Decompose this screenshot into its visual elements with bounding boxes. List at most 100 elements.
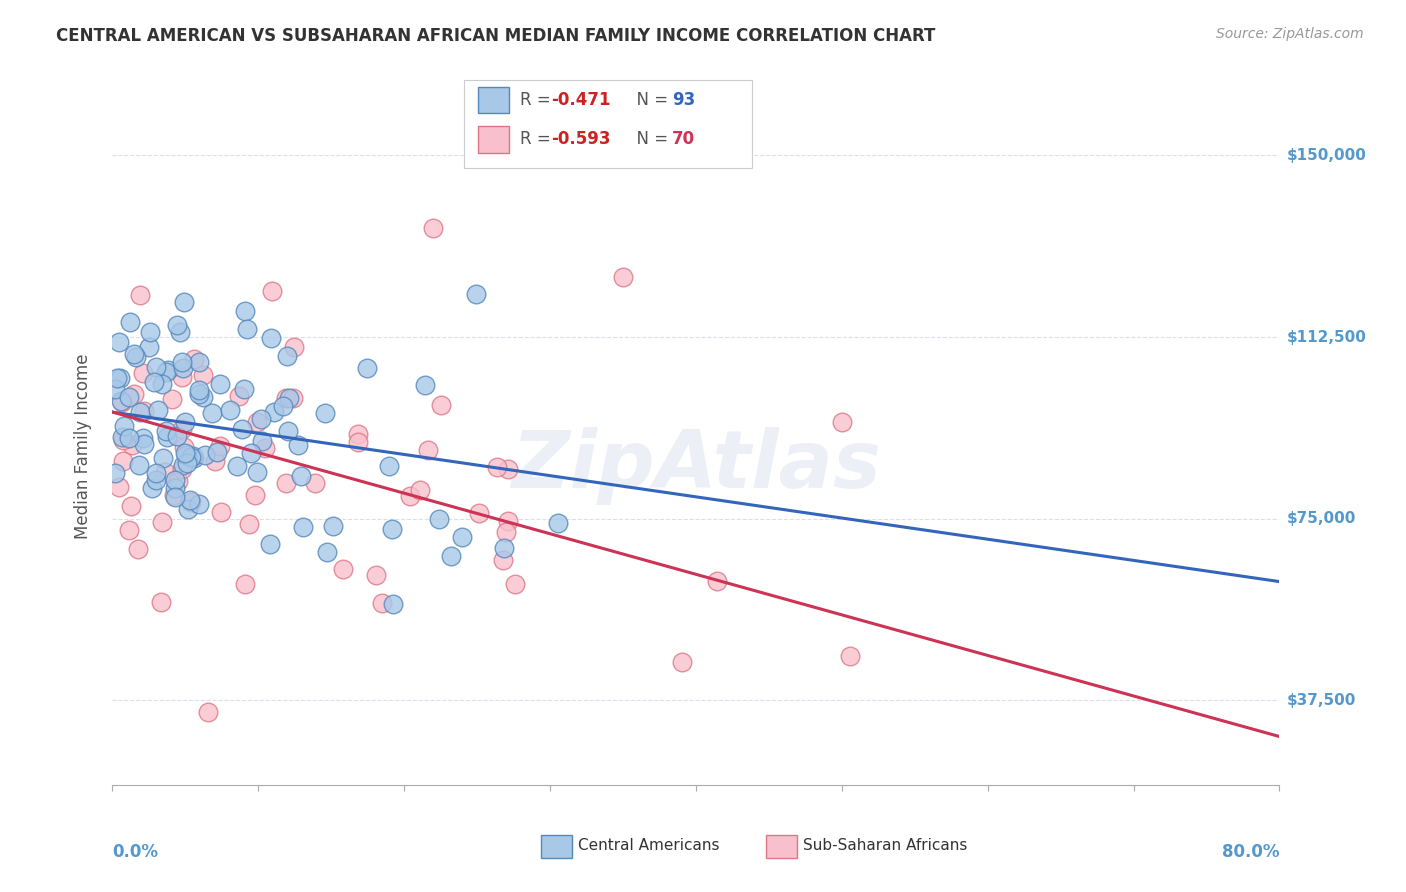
Point xyxy=(291,520,314,534)
Text: $37,500: $37,500 xyxy=(1286,693,1355,707)
Point xyxy=(148,403,170,417)
Point xyxy=(174,416,197,430)
Point xyxy=(547,516,569,531)
Point xyxy=(145,467,167,481)
Point xyxy=(132,366,155,380)
Point xyxy=(378,458,401,473)
Point xyxy=(464,287,486,301)
Point xyxy=(831,415,853,429)
Point xyxy=(263,405,285,419)
Point xyxy=(145,473,167,487)
Point xyxy=(491,552,513,566)
Point xyxy=(172,458,194,472)
Point xyxy=(486,460,509,475)
Point xyxy=(132,437,155,451)
Point xyxy=(118,390,141,404)
Point xyxy=(422,221,444,235)
Point xyxy=(371,596,394,610)
Point xyxy=(149,594,172,608)
Point xyxy=(163,488,186,502)
Point xyxy=(322,518,344,533)
Text: 70: 70 xyxy=(672,130,695,148)
Text: 93: 93 xyxy=(672,91,696,109)
Point xyxy=(183,449,205,463)
Point xyxy=(155,365,177,379)
Point xyxy=(259,537,281,551)
Point xyxy=(332,562,354,576)
Point xyxy=(233,303,256,318)
Point xyxy=(150,516,173,530)
Point xyxy=(173,295,195,310)
Point xyxy=(277,425,299,439)
Point xyxy=(208,376,231,391)
Text: ZipAtlas: ZipAtlas xyxy=(510,427,882,506)
Point xyxy=(209,505,232,519)
Point xyxy=(381,522,404,536)
Point xyxy=(364,568,387,582)
Point xyxy=(207,445,229,459)
Point xyxy=(418,443,440,458)
Point xyxy=(128,458,150,472)
Text: R =: R = xyxy=(520,91,557,109)
Text: N =: N = xyxy=(626,91,673,109)
Point xyxy=(125,350,148,364)
Point xyxy=(143,375,166,389)
Point xyxy=(111,395,134,409)
Point xyxy=(314,406,336,420)
Text: $75,000: $75,000 xyxy=(1286,511,1355,526)
Point xyxy=(173,446,195,460)
Point xyxy=(440,549,463,564)
Point xyxy=(495,524,517,539)
Point xyxy=(172,360,194,375)
Point xyxy=(170,355,193,369)
Point xyxy=(398,489,420,503)
Point xyxy=(235,322,257,336)
Point xyxy=(201,406,224,420)
Text: 0.0%: 0.0% xyxy=(112,843,159,861)
Point xyxy=(278,391,301,405)
Point xyxy=(172,370,194,384)
Y-axis label: Median Family Income: Median Family Income xyxy=(73,353,91,539)
Point xyxy=(174,449,197,463)
Point xyxy=(187,355,209,369)
Text: -0.471: -0.471 xyxy=(551,91,610,109)
Point xyxy=(122,387,145,401)
Point xyxy=(127,542,149,557)
Point xyxy=(180,495,202,509)
Point xyxy=(467,506,489,520)
Point xyxy=(451,530,474,544)
Text: R =: R = xyxy=(520,130,557,148)
Point xyxy=(233,576,256,591)
Point xyxy=(162,392,184,406)
Point xyxy=(246,415,269,429)
Point xyxy=(191,390,214,404)
Point xyxy=(276,349,298,363)
Point xyxy=(194,448,217,462)
Point xyxy=(104,382,127,396)
Point xyxy=(274,475,297,490)
Point xyxy=(492,541,515,556)
Point xyxy=(503,577,526,591)
Point xyxy=(157,363,180,377)
Point xyxy=(706,574,728,588)
Point xyxy=(110,393,132,408)
Text: N =: N = xyxy=(626,130,673,148)
Text: $150,000: $150,000 xyxy=(1286,148,1367,163)
Point xyxy=(232,382,254,396)
Point xyxy=(129,405,152,419)
Point xyxy=(188,387,211,401)
Point xyxy=(141,481,163,495)
Text: Source: ZipAtlas.com: Source: ZipAtlas.com xyxy=(1216,27,1364,41)
Point xyxy=(108,334,131,349)
Text: 80.0%: 80.0% xyxy=(1222,843,1279,861)
Point xyxy=(252,434,274,449)
Point xyxy=(249,411,271,425)
Point xyxy=(839,649,862,664)
Point xyxy=(262,284,284,298)
Point xyxy=(204,454,226,468)
Point xyxy=(356,361,378,376)
Point xyxy=(316,545,339,559)
Text: Central Americans: Central Americans xyxy=(578,838,720,853)
Point xyxy=(271,399,294,413)
Point xyxy=(187,383,209,397)
